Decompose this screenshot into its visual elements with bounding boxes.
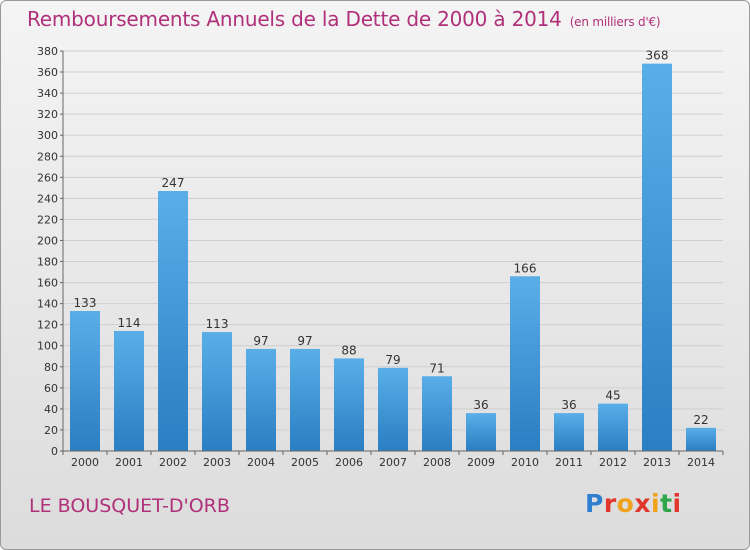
bars: 133 114 247 113 97 97 88 79 71 36 166 36 45 368 22 [70,49,716,451]
y-tick-label: 0 [51,445,58,458]
data-label: 133 [74,296,97,310]
y-tick-label: 260 [37,171,58,184]
data-label: 45 [605,389,620,403]
y-tick-label: 180 [37,256,58,269]
y-tick-label: 100 [37,340,58,353]
logo-letter: P [585,489,604,518]
x-tick-label: 2008 [423,456,451,469]
y-tick-label: 20 [44,424,58,437]
x-tick-label: 2006 [335,456,363,469]
data-label: 88 [341,343,356,357]
data-label: 79 [385,353,400,367]
logo-letter: r [603,489,617,518]
x-tick-label: 2005 [291,456,319,469]
logo-letter: i [651,489,661,518]
data-label: 97 [253,334,268,348]
x-tick-label: 2013 [643,456,671,469]
y-tick-label: 340 [37,87,58,100]
x-tick-label: 2014 [687,456,715,469]
bar [598,403,628,451]
y-tick-label: 240 [37,192,58,205]
data-label: 247 [162,176,185,190]
bar [70,311,100,451]
data-label: 22 [693,413,708,427]
y-tick-label: 300 [37,129,58,142]
x-tick-label: 2012 [599,456,627,469]
bar [202,332,232,451]
data-label: 166 [514,261,537,275]
data-label: 97 [297,334,312,348]
bar [510,276,540,451]
bar [290,348,320,451]
y-tick-label: 40 [44,403,58,416]
y-tick-label: 160 [37,277,58,290]
y-tick-label: 380 [37,45,58,58]
y-tick-label: 360 [37,66,58,79]
data-label: 113 [206,317,229,331]
x-tick-label: 2004 [247,456,275,469]
y-tick-label: 220 [37,213,58,226]
x-tick-label: 2002 [159,456,187,469]
x-tick-label: 2011 [555,456,583,469]
data-label: 114 [118,316,141,330]
bar [158,191,188,451]
bar [422,376,452,451]
x-tick-label: 2001 [115,456,143,469]
y-tick-label: 80 [44,361,58,374]
x-tick-label: 2007 [379,456,407,469]
bar [378,367,408,451]
y-tick-label: 140 [37,298,58,311]
bar [642,63,672,451]
y-tick-label: 280 [37,150,58,163]
bar [554,413,584,451]
bar [114,331,144,451]
bar [334,358,364,451]
y-tick-label: 200 [37,234,58,247]
y-tick-label: 60 [44,382,58,395]
chart-title: Remboursements Annuels de la Dette de 20… [27,7,661,31]
place-name: LE BOUSQUET-D'ORB [29,495,230,517]
logo-letter: i [672,489,682,518]
x-tick-label: 2010 [511,456,539,469]
y-tick-label: 320 [37,108,58,121]
bar [246,348,276,451]
data-label: 368 [646,49,669,63]
x-tick-label: 2009 [467,456,495,469]
bar [466,413,496,451]
logo-letter: x [634,489,651,518]
data-label: 71 [429,361,444,375]
x-tick-label: 2003 [203,456,231,469]
data-label: 36 [561,398,576,412]
title-text: Remboursements Annuels de la Dette de 20… [27,7,562,31]
y-tick-label: 120 [37,319,58,332]
bar [686,427,716,451]
logo-letter: o [616,489,635,518]
proxiti-logo[interactable]: Proxiti [585,489,682,518]
unit-note: (en milliers d'€) [569,15,661,29]
logo-letter: t [660,489,673,518]
data-label: 36 [473,398,488,412]
y-axis: 0 20 40 60 80 100 120 140 160 180 200 220 240 260 280 3… [37,45,64,458]
x-axis: 2000 2001 2002 2003 2004 2005 2006 2007 2008 2009… [62,450,724,469]
x-tick-label: 2000 [71,456,99,469]
